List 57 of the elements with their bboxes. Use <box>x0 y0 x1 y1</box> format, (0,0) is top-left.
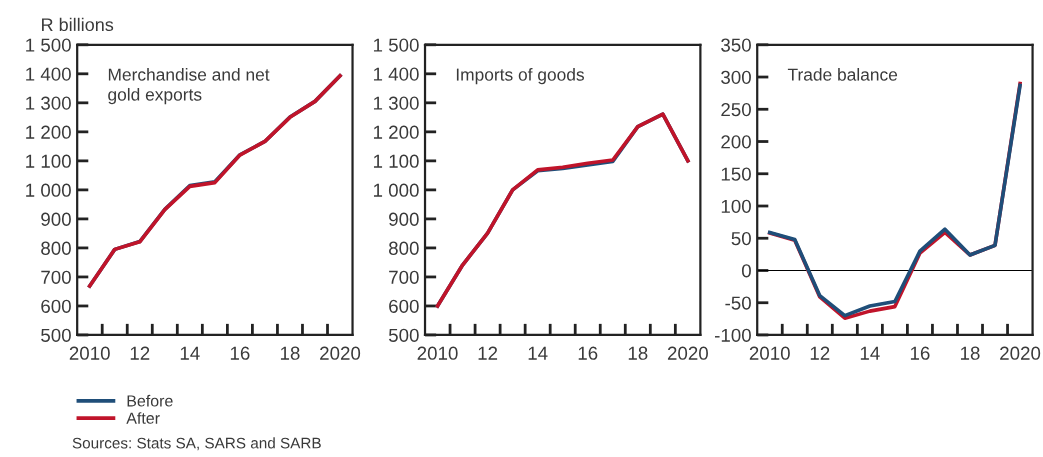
x-tick-label: 2010 <box>749 346 790 360</box>
y-tick-label: 50 <box>731 231 751 246</box>
y-tick-label: 1 300 <box>26 96 71 110</box>
y-tick-label: 1 000 <box>373 183 419 197</box>
y-tick-label: 350 <box>721 38 751 52</box>
y-tick-label: 1 500 <box>26 38 71 52</box>
x-tick-label: 2010 <box>69 346 110 360</box>
y-tick-label: 700 <box>389 270 419 284</box>
x-tick-label: 2020 <box>667 346 708 360</box>
x-tick-label: 14 <box>528 346 548 360</box>
x-tick-label: 16 <box>230 346 250 360</box>
y-tick-label: 1 300 <box>373 96 419 110</box>
y-tick-label: 500 <box>41 328 71 342</box>
y-axis-title: R billions <box>42 17 114 32</box>
y-tick-label: 600 <box>41 299 71 313</box>
y-tick-label: -100 <box>714 328 751 342</box>
y-tick-label: 1 500 <box>373 38 419 52</box>
y-tick-label: 1 000 <box>26 183 71 197</box>
x-tick-label: 16 <box>910 346 930 360</box>
y-tick-label: 900 <box>389 212 419 226</box>
y-tick-label: 1 400 <box>373 67 419 81</box>
y-tick-label: 900 <box>41 212 71 226</box>
y-tick-label: 800 <box>389 241 419 255</box>
x-tick-label: 12 <box>130 346 150 360</box>
y-tick-label: 500 <box>388 328 419 342</box>
y-tick-label: 1 400 <box>26 67 71 81</box>
y-tick-label: 600 <box>389 299 419 313</box>
y-tick-label: 250 <box>721 102 751 117</box>
text: Merchandise and net gold exports <box>108 68 270 105</box>
x-tick-label: 2020 <box>320 346 361 360</box>
y-tick-label: 150 <box>721 167 751 181</box>
y-tick-label: 1 200 <box>26 125 71 139</box>
y-tick-label: 0 <box>741 264 751 278</box>
x-tick-label: 18 <box>960 346 980 360</box>
x-tick-label: 2020 <box>1000 346 1041 360</box>
y-tick-label: 800 <box>41 241 71 255</box>
source-note: Sources: Stats SA, SARS and SARB <box>72 437 321 451</box>
legend-label: Before <box>127 394 173 407</box>
x-tick-label: 18 <box>280 346 300 360</box>
x-tick-label: 12 <box>478 346 498 360</box>
y-tick-label: 1 100 <box>373 154 419 168</box>
x-tick-label: 14 <box>180 346 200 360</box>
text: Trade balance <box>787 68 898 81</box>
y-tick-label: 1 200 <box>373 125 419 139</box>
x-tick-label: 18 <box>628 346 648 360</box>
x-tick-label: 12 <box>810 346 830 360</box>
x-tick-label: 2010 <box>417 346 458 360</box>
y-tick-label: -50 <box>725 296 751 310</box>
y-tick-label: 700 <box>41 270 71 284</box>
y-tick-label: 1 100 <box>26 154 71 168</box>
text: Imports of goods <box>456 68 584 85</box>
y-tick-label: 300 <box>721 70 751 85</box>
x-tick-label: 14 <box>860 346 880 360</box>
y-tick-label: 100 <box>721 199 751 213</box>
legend-label: After <box>126 412 160 424</box>
x-tick-label: 16 <box>578 346 598 360</box>
y-tick-label: 200 <box>721 135 751 149</box>
